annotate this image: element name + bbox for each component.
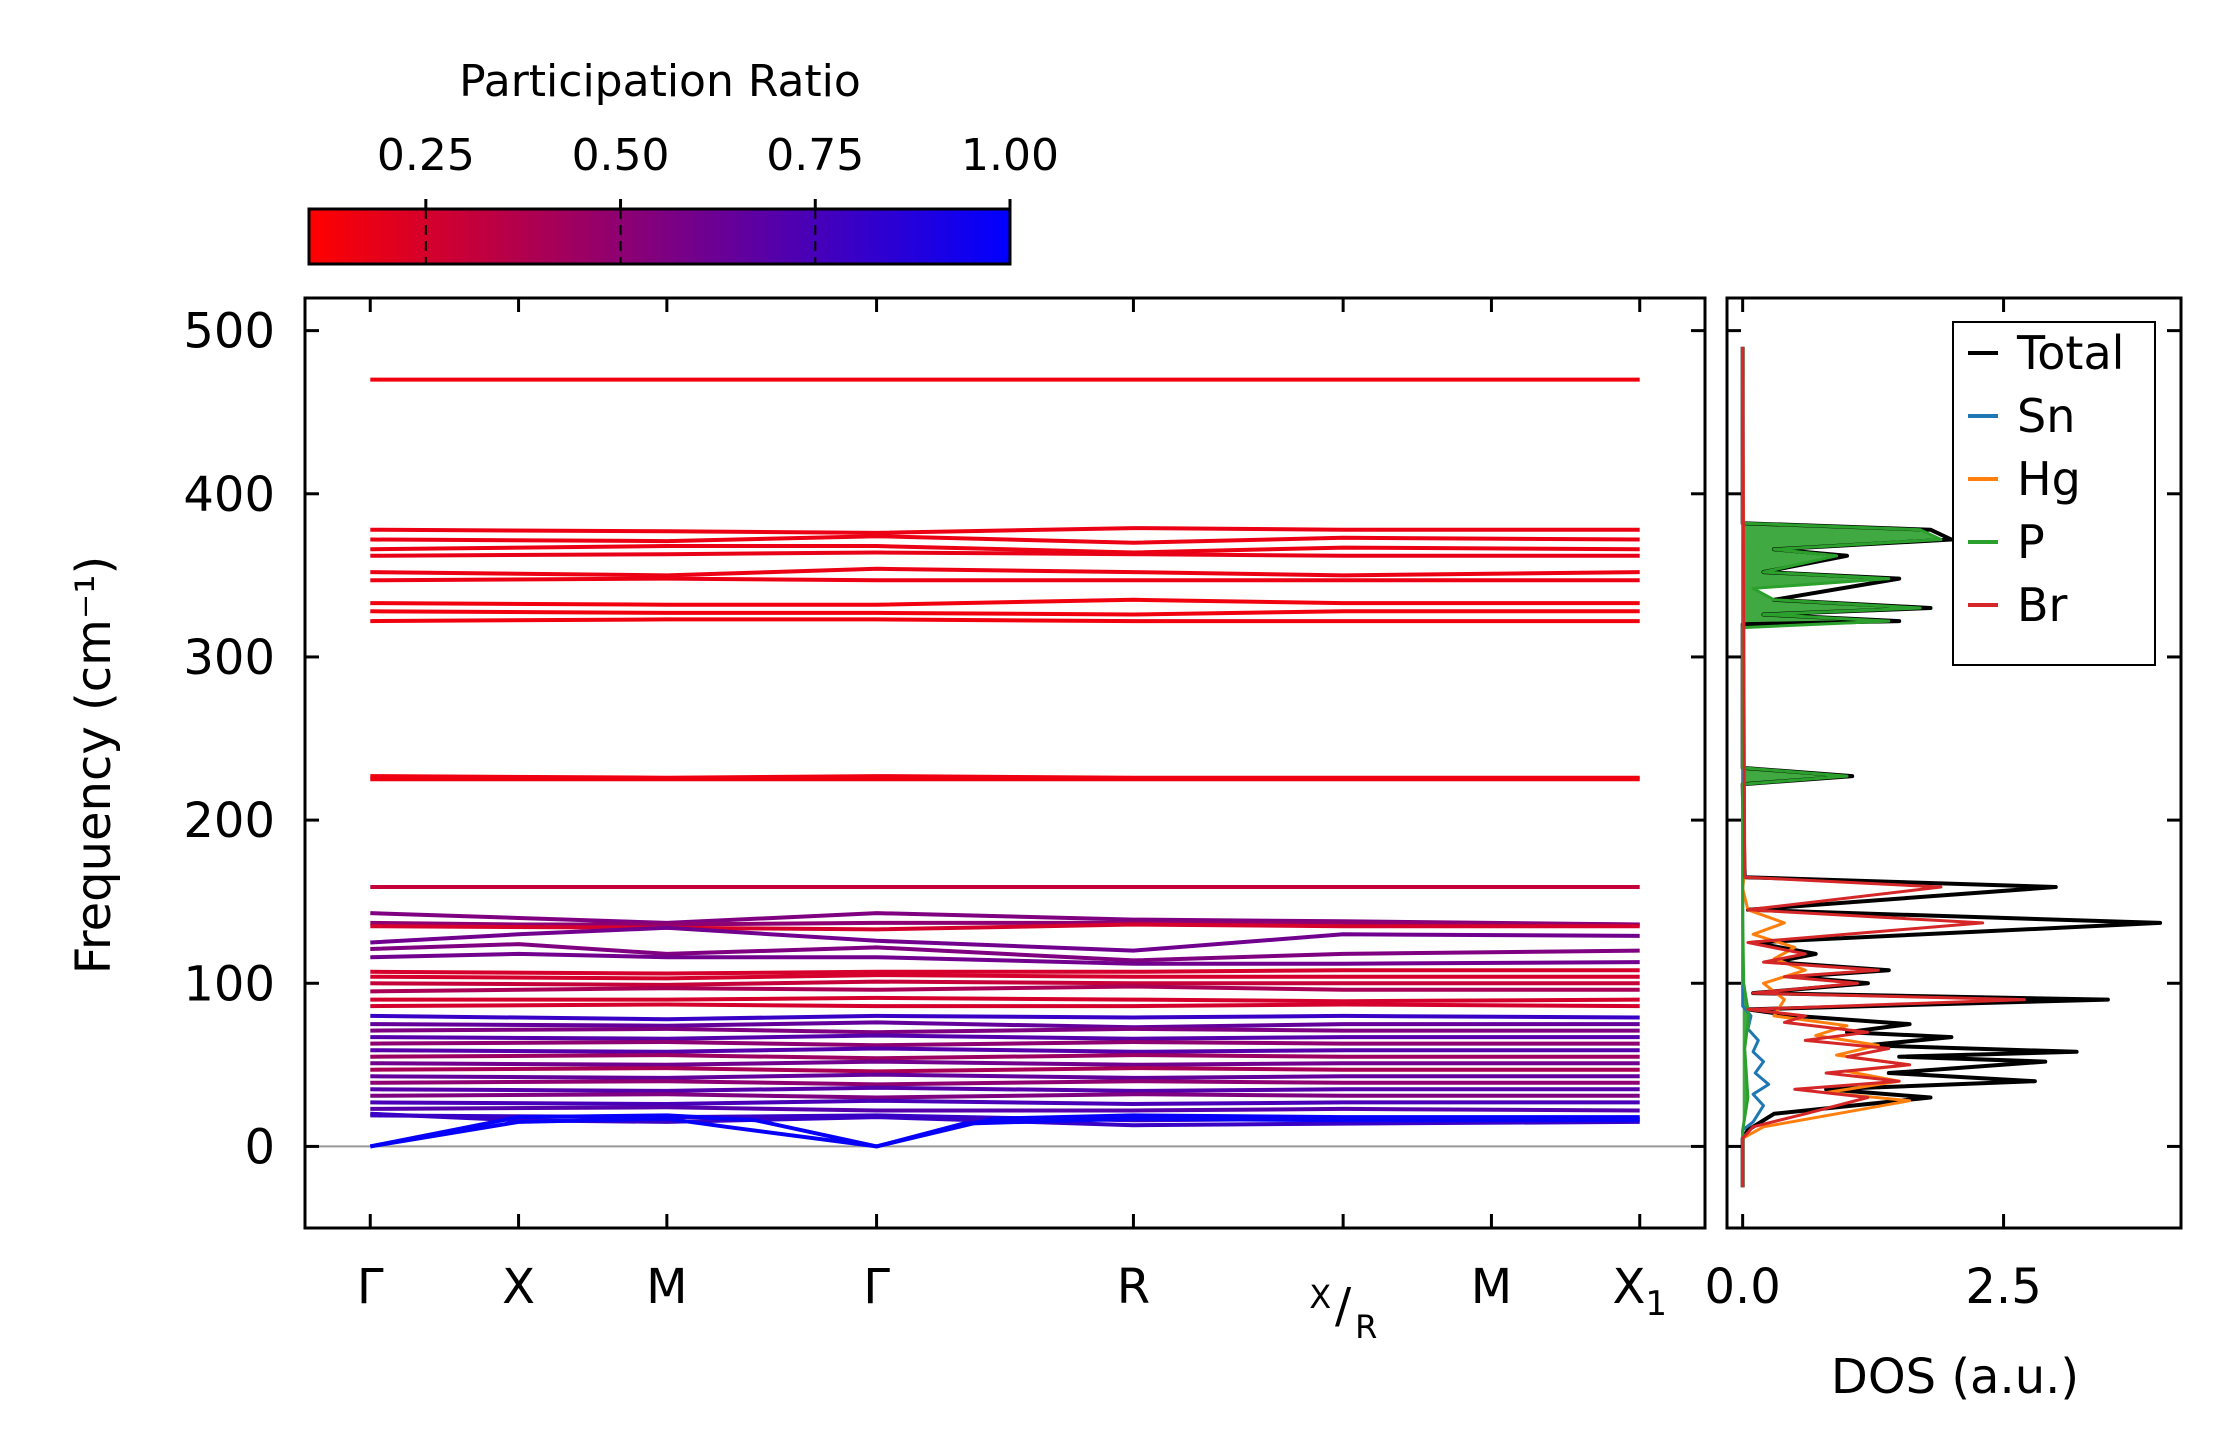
band-branch — [370, 1072, 1640, 1080]
dos-series-hg — [1741, 346, 1912, 1188]
band-branch — [370, 968, 1640, 976]
legend-label: P — [2017, 515, 2045, 569]
band-y-axis-label: Frequency (cm⁻¹) — [66, 556, 122, 974]
svg-text:X: X — [1309, 1278, 1331, 1316]
dos-series-p — [1741, 346, 1943, 1188]
y-tick-label: 300 — [183, 630, 275, 686]
colorbar-tick-label: 0.25 — [377, 130, 475, 181]
band-branch — [370, 550, 1640, 558]
colorbar-tick-label: 0.50 — [572, 130, 670, 181]
dos-p-fill — [1742, 346, 1941, 1188]
band-branch — [370, 1002, 1640, 1009]
y-tick-label: 0 — [244, 1119, 275, 1175]
band-branch — [370, 617, 1640, 624]
band-branch — [370, 1033, 1640, 1041]
hs-label: Γ — [357, 1259, 384, 1315]
band-branch — [370, 1066, 1640, 1074]
hs-label: R — [1117, 1259, 1150, 1315]
band-branch — [370, 979, 1640, 987]
colorbar-title: Participation Ratio — [459, 56, 861, 107]
y-tick-label: 400 — [183, 467, 275, 523]
dos-x-axis-label: DOS (a.u.) — [1831, 1349, 2079, 1405]
band-branch — [370, 1040, 1640, 1048]
band-branch — [370, 951, 1640, 966]
hs-label: M — [1471, 1259, 1512, 1315]
dos-series-sn — [1741, 346, 1771, 1188]
band-branch — [370, 920, 1640, 927]
band-branch — [370, 1053, 1640, 1061]
dos-series-br — [1741, 346, 2026, 1188]
legend-frame — [1952, 321, 2156, 666]
hs-label: X — [502, 1259, 535, 1315]
legend-label: Hg — [2017, 452, 2081, 506]
y-tick-label: 200 — [183, 793, 275, 849]
svg-text:R: R — [1355, 1308, 1377, 1346]
band-branch — [369, 1113, 1640, 1149]
band-branch — [370, 925, 1640, 953]
legend-label: Total — [2016, 326, 2124, 380]
band-branch — [370, 995, 1640, 1004]
band-branch — [370, 922, 1640, 932]
band-branch — [370, 544, 1640, 555]
band-branch — [370, 1059, 1640, 1067]
colorbar-gradient — [307, 207, 1012, 266]
hs-label: X1 — [1612, 1259, 1667, 1324]
colorbar-tick-label: 1.00 — [961, 130, 1059, 181]
band-branch — [370, 609, 1640, 617]
dos-panel: 0.0 2.5 DOS (a.u.) Total Sn Hg P Br — [1704, 296, 2183, 1405]
band-branch — [370, 597, 1640, 607]
band-branch — [370, 576, 1640, 583]
svg-text:/: / — [1335, 1278, 1352, 1334]
band-branch — [370, 1013, 1640, 1022]
band-branch — [370, 1020, 1640, 1030]
dos-x-tick-label: 2.5 — [1965, 1259, 2041, 1315]
band-branch — [370, 1079, 1640, 1087]
legend-label: Sn — [2017, 389, 2075, 443]
band-branch — [370, 942, 1640, 963]
band-branch — [370, 1026, 1640, 1035]
band-branch — [370, 1092, 1640, 1100]
band-branch — [370, 1046, 1640, 1054]
band-plot-frame — [303, 296, 1707, 1230]
band-branch — [370, 1105, 1640, 1113]
dos-plot-frame — [1725, 296, 2183, 1230]
band-branch — [370, 526, 1640, 535]
colorbar: Participation Ratio 0.25 0.50 0.75 1.00 — [307, 56, 1059, 266]
band-branch — [370, 534, 1640, 545]
y-tick-label: 100 — [183, 956, 275, 1012]
band-branch — [370, 1085, 1640, 1093]
band-branch — [370, 973, 1640, 981]
hs-label: M — [646, 1259, 687, 1315]
colorbar-tick-label: 0.75 — [766, 130, 864, 181]
band-branch — [370, 566, 1640, 578]
dos-legend: Total Sn Hg P Br — [1952, 321, 2156, 666]
dos-x-tick-label: 0.0 — [1704, 1259, 1780, 1315]
legend-label: Br — [2017, 578, 2068, 632]
band-branch — [370, 1098, 1640, 1106]
y-tick-label: 500 — [183, 304, 275, 360]
hs-label: Γ — [863, 1259, 890, 1315]
band-branch — [370, 984, 1640, 994]
hs-label-x-r: X / R — [1309, 1278, 1377, 1346]
